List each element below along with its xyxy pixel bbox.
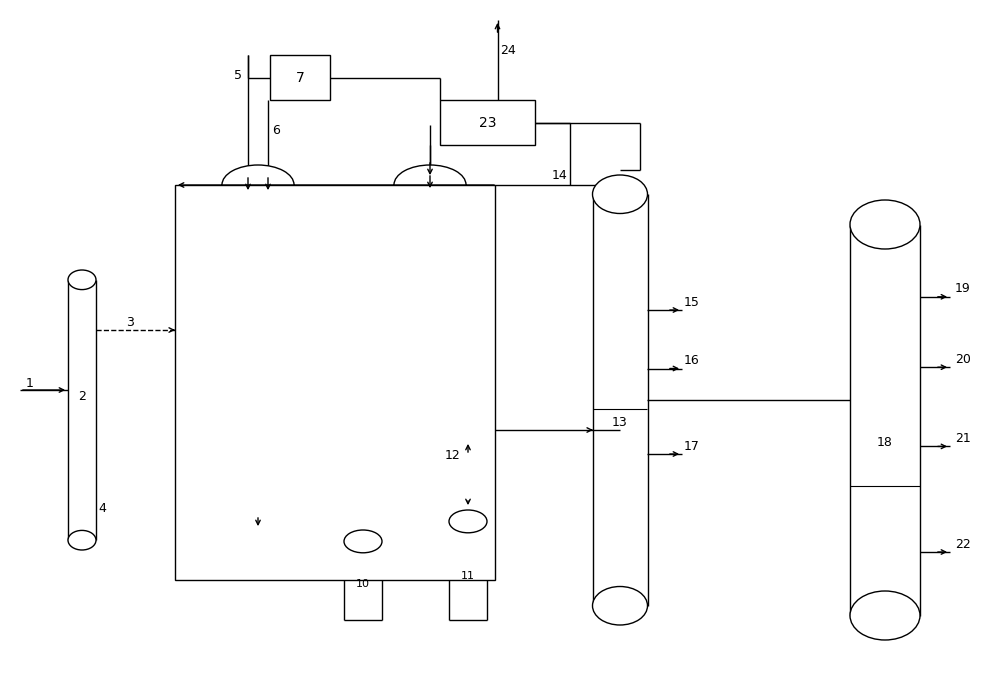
Text: 17: 17 xyxy=(684,440,700,453)
Text: 8: 8 xyxy=(254,372,262,387)
Text: 12: 12 xyxy=(445,449,461,462)
Text: 3: 3 xyxy=(126,315,134,328)
Text: 10: 10 xyxy=(356,579,370,589)
Bar xyxy=(175,185,495,580)
Ellipse shape xyxy=(68,530,96,550)
Text: 15: 15 xyxy=(684,295,700,308)
Text: 22: 22 xyxy=(955,537,971,550)
Ellipse shape xyxy=(850,200,920,249)
Text: 20: 20 xyxy=(955,352,971,365)
Ellipse shape xyxy=(592,175,648,214)
Ellipse shape xyxy=(592,587,648,625)
Text: 13: 13 xyxy=(612,416,628,429)
Text: 7: 7 xyxy=(296,71,304,85)
Ellipse shape xyxy=(394,165,466,205)
Ellipse shape xyxy=(394,515,466,555)
Text: 1: 1 xyxy=(26,376,34,390)
Text: 9: 9 xyxy=(426,372,434,387)
Text: 23: 23 xyxy=(479,115,496,130)
Ellipse shape xyxy=(449,510,487,533)
Text: 24: 24 xyxy=(500,43,515,56)
Ellipse shape xyxy=(850,591,920,640)
Text: 18: 18 xyxy=(877,436,893,449)
Text: 11: 11 xyxy=(461,571,475,581)
Ellipse shape xyxy=(68,270,96,290)
Text: 2: 2 xyxy=(78,390,86,403)
Text: 19: 19 xyxy=(955,282,971,295)
Text: 5: 5 xyxy=(234,69,242,82)
Bar xyxy=(270,55,330,100)
Text: 21: 21 xyxy=(955,432,971,445)
Text: 16: 16 xyxy=(684,354,700,367)
Ellipse shape xyxy=(344,530,382,553)
Bar xyxy=(440,100,535,145)
Text: 4: 4 xyxy=(98,502,106,515)
Text: 6: 6 xyxy=(272,124,280,137)
Text: 14: 14 xyxy=(552,168,568,181)
Ellipse shape xyxy=(222,515,294,555)
Ellipse shape xyxy=(222,165,294,205)
